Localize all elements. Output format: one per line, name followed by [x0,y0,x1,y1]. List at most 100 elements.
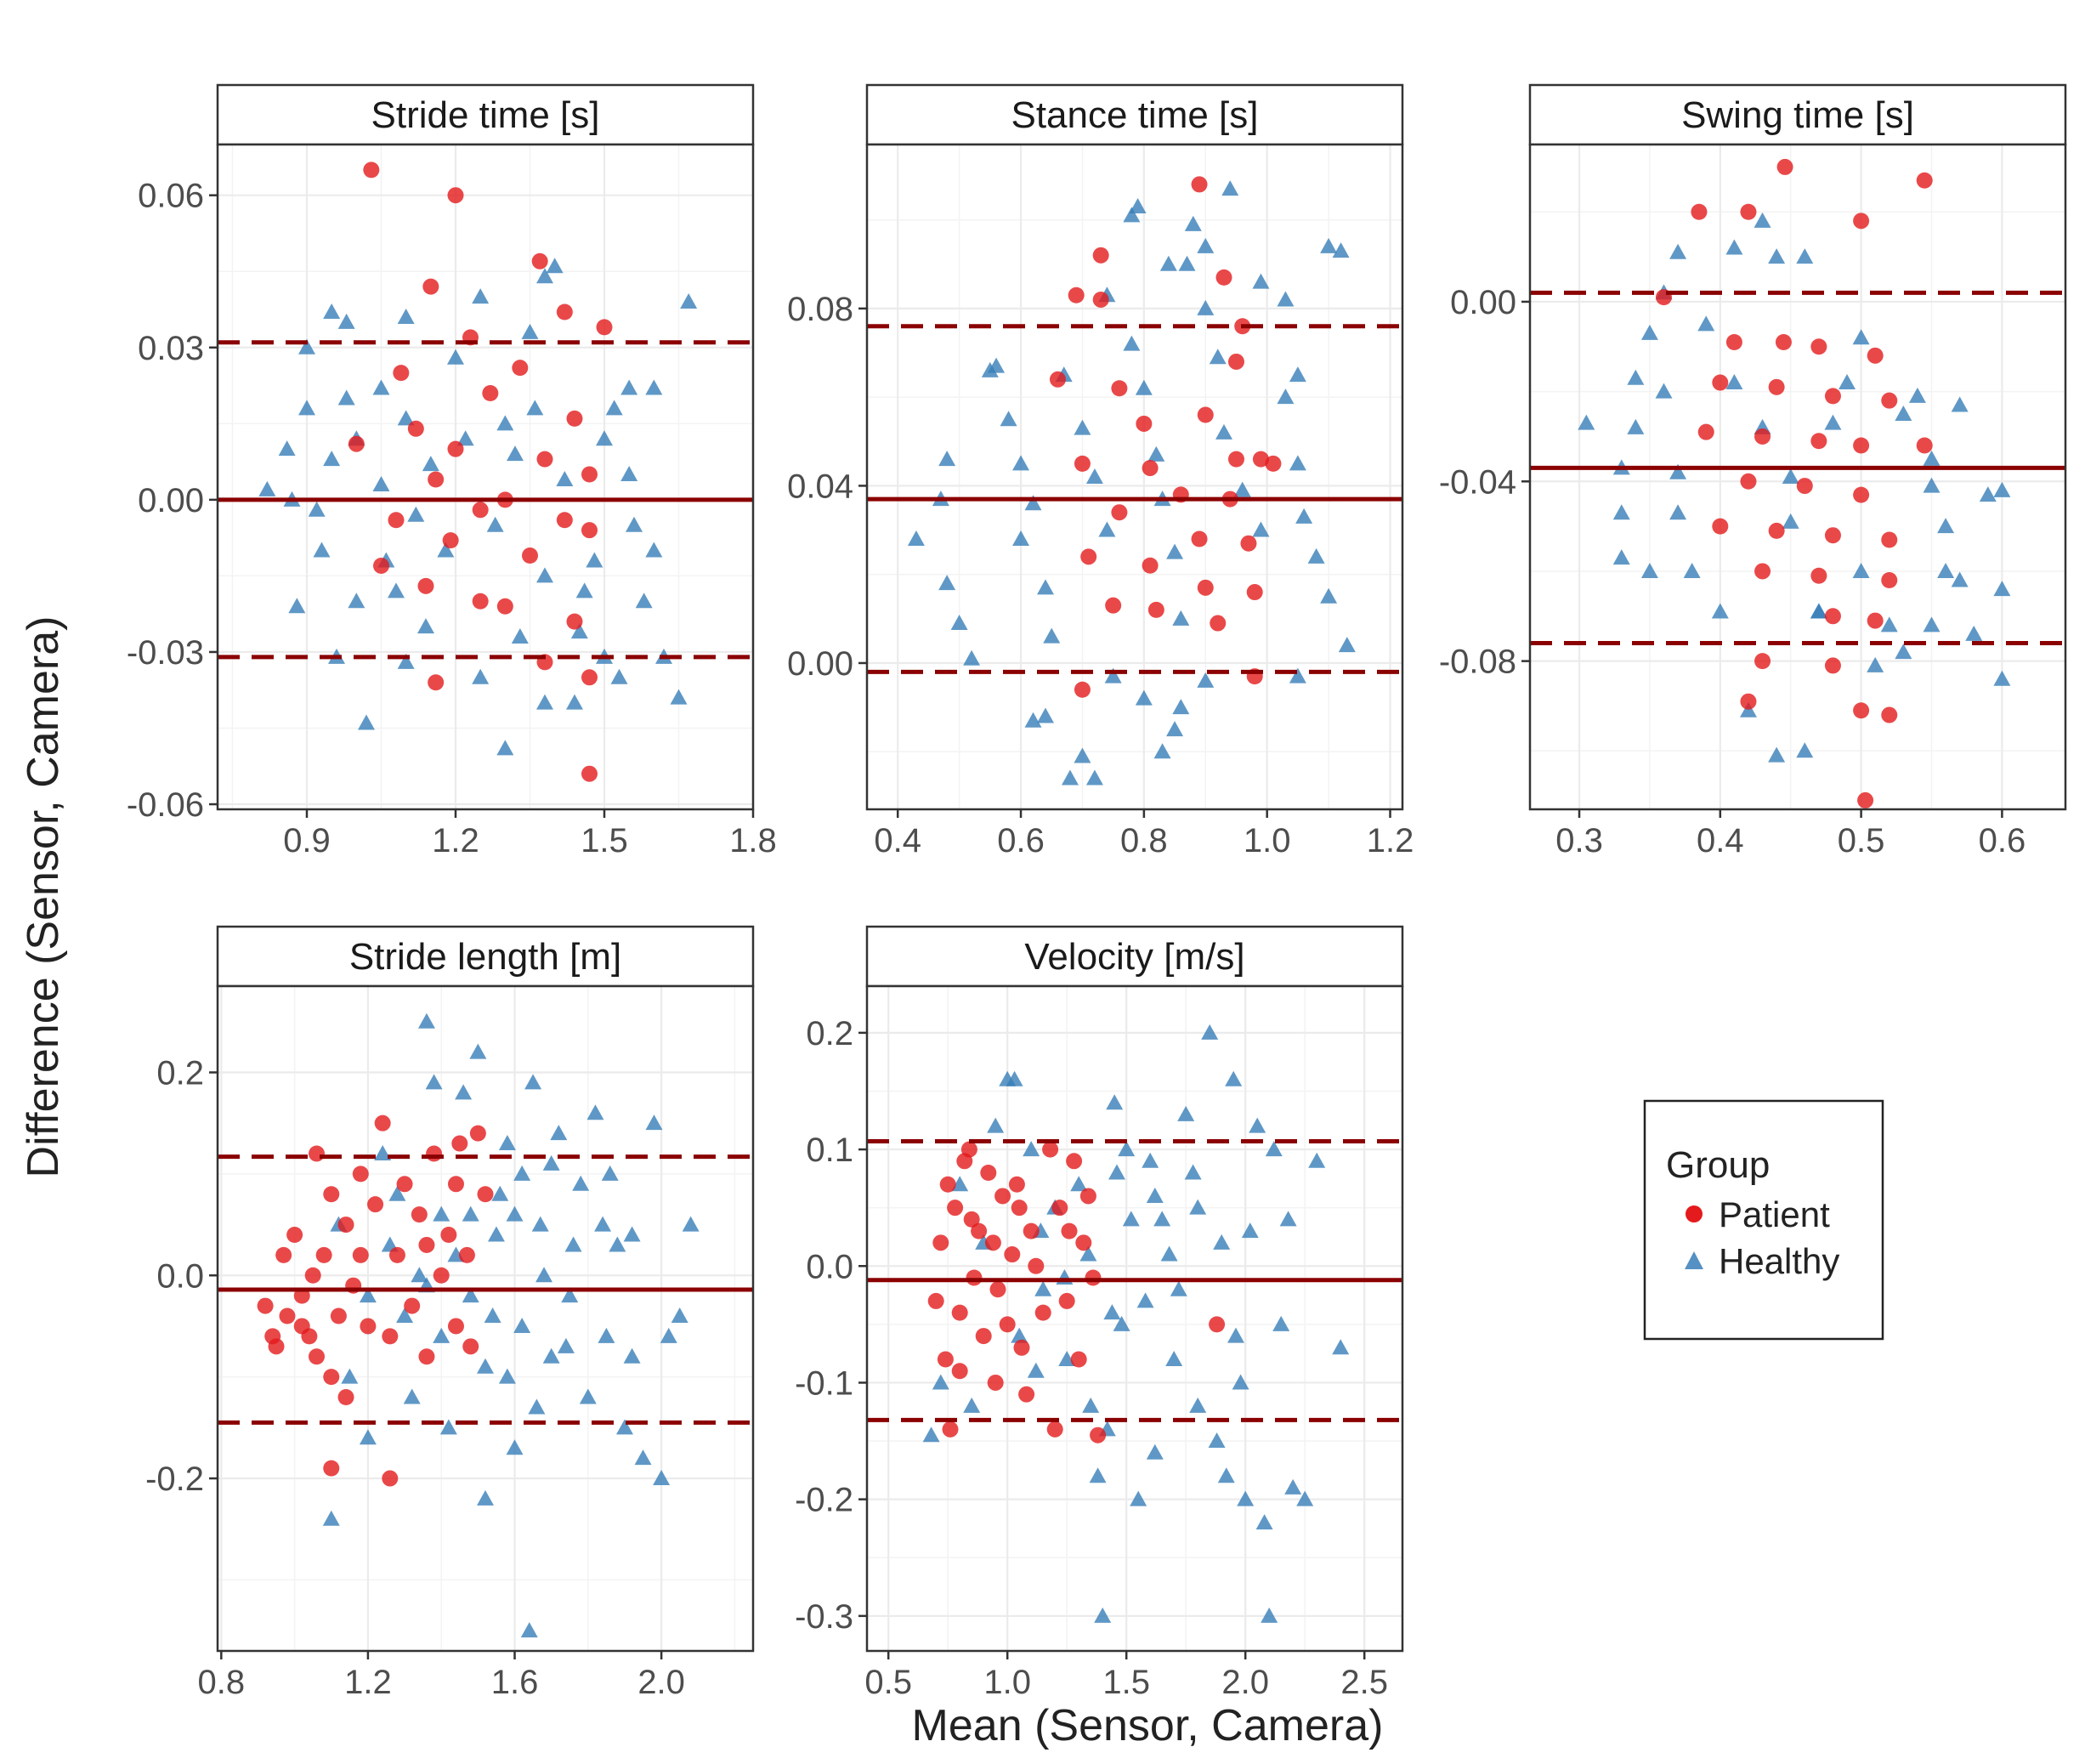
healthy-point [1627,418,1645,434]
healthy-point [1867,656,1884,672]
healthy-point [653,1470,671,1486]
patient-point [447,1176,464,1193]
healthy-point [1189,1199,1207,1215]
healthy-point [1123,207,1141,223]
healthy-point [1043,627,1061,644]
patient-point [374,1115,391,1132]
patient-point [556,512,573,529]
healthy-point [620,466,638,482]
healthy-point [1122,1211,1140,1227]
patient-point [1853,486,1870,503]
healthy-point [323,451,341,467]
healthy-point [594,1216,612,1232]
healthy-point [411,1267,428,1283]
y-tick-label: 0.03 [138,330,204,367]
healthy-point [963,1397,981,1413]
healthy-point [1006,1070,1023,1086]
patient-point [1853,213,1870,230]
healthy-point [486,516,504,532]
healthy-point [1880,616,1898,632]
facet-title: Stance time [s] [1011,94,1258,136]
patient-point [1142,460,1159,477]
patient-point [428,674,445,691]
patient-point [309,1145,326,1162]
x-tick-label: 1.2 [432,822,479,859]
patient-point [1070,1351,1087,1368]
healthy-point [1172,610,1190,626]
y-axis-title: Difference (Sensor, Camera) [19,616,68,1178]
patient-point [348,435,365,452]
healthy-point [922,1427,940,1443]
patient-point [966,1269,983,1286]
healthy-point [1308,1152,1326,1168]
healthy-point [1197,299,1215,315]
patient-point [1796,478,1813,495]
healthy-point [1951,396,1969,412]
patient-point [404,1297,421,1314]
patient-point [1775,333,1792,350]
healthy-point [1289,667,1306,683]
healthy-point [1027,1362,1045,1378]
patient-point [388,512,405,529]
patient-point [942,1421,959,1438]
healthy-point [1908,387,1926,403]
healthy-point [1296,1490,1314,1506]
healthy-point [439,1419,457,1435]
y-tick-label: 0.2 [156,1054,204,1092]
patient-point [1028,1257,1045,1274]
healthy-point [1098,521,1116,537]
healthy-point [1103,1304,1121,1320]
patient-point [927,1292,944,1309]
healthy-point [1332,242,1350,258]
facet-title: Stride time [s] [371,94,600,136]
healthy-point [1074,419,1091,435]
healthy-point [536,268,553,284]
facet-strip [216,925,755,988]
healthy-point [1669,243,1687,259]
y-tick-label: 0.04 [787,468,853,505]
healthy-point [1252,521,1270,537]
healthy-point [1166,543,1184,559]
x-tick-label: 0.8 [1120,822,1168,859]
healthy-point [1249,1117,1266,1133]
patient-point [268,1338,285,1355]
patient-point [1867,612,1884,629]
healthy-point [1923,616,1941,632]
patient-point [1740,473,1757,490]
panel-border [865,984,1404,1653]
y-tick-label: 0.08 [787,291,853,328]
legend-patient-circle-icon [1686,1205,1703,1222]
patient-point [1046,1421,1063,1438]
healthy-point [1074,747,1091,763]
healthy-point [1923,450,1941,466]
y-tick-label: 0.1 [806,1132,853,1169]
patient-point [975,1328,992,1345]
patient-point [566,613,583,630]
healthy-point [524,1074,542,1090]
healthy-point [1252,273,1270,289]
patient-point [286,1227,303,1244]
healthy-point [1796,248,1814,264]
healthy-point [487,1226,505,1242]
healthy-point [1338,637,1356,653]
patient-point [1853,702,1870,719]
healthy-point [1089,1467,1107,1483]
patient-point [469,1125,486,1142]
patient-point [257,1297,274,1314]
healthy-point [1320,237,1338,253]
patient-point [472,593,489,610]
healthy-point [1711,603,1729,619]
x-tick-label: 2.0 [637,1664,685,1701]
patient-point [947,1200,964,1217]
patient-point [393,365,410,382]
y-tick-label: 0.0 [806,1248,853,1285]
patient-point [1068,286,1085,303]
patient-point [1810,567,1827,584]
healthy-point [258,480,276,496]
healthy-point [596,430,613,446]
healthy-point [1725,374,1743,390]
patient-point [581,669,598,686]
patient-point [932,1234,949,1251]
x-tick-label: 0.9 [283,822,331,859]
healthy-point [526,400,544,416]
